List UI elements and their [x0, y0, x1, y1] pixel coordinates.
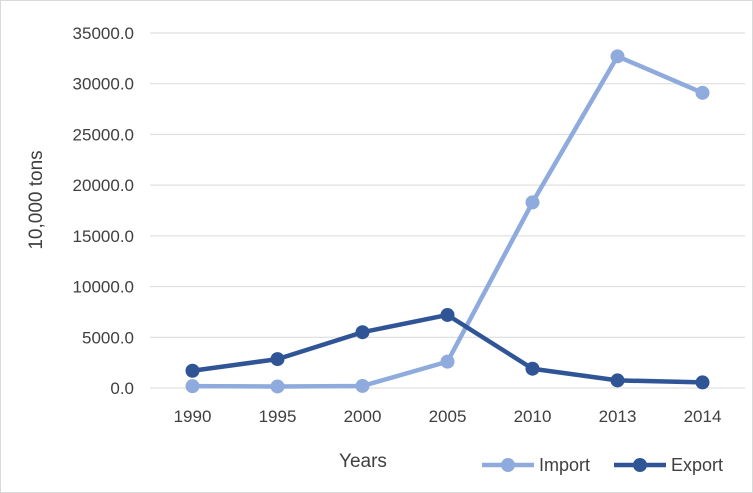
x-tick-label: 1990	[174, 407, 212, 426]
x-tick-label: 2010	[514, 407, 552, 426]
legend-label-export: Export	[671, 455, 723, 475]
series-export	[185, 307, 710, 390]
y-tick-label: 0.0	[110, 379, 134, 398]
y-tick-label: 35000.0	[73, 24, 134, 43]
x-tick-label: 2000	[344, 407, 382, 426]
y-tick-label: 10000.0	[73, 278, 134, 297]
x-tick-label: 2013	[599, 407, 637, 426]
legend-item-export: Export	[614, 455, 723, 475]
data-point-import	[525, 195, 540, 210]
legend-item-import: Import	[482, 455, 590, 475]
series-import	[185, 49, 710, 394]
legend-marker-import	[501, 458, 515, 472]
data-point-export	[355, 325, 370, 340]
data-point-import	[440, 354, 455, 369]
data-point-import	[610, 49, 625, 64]
data-point-export	[610, 373, 625, 388]
data-point-export	[270, 352, 285, 367]
legend-marker-export	[633, 458, 647, 472]
x-tick-label: 2014	[684, 407, 722, 426]
data-point-import	[270, 379, 285, 394]
y-tick-label: 15000.0	[73, 227, 134, 246]
x-tick-label: 2005	[429, 407, 467, 426]
x-tick-labels: 1990 1995 2000 2005 2010 2013 2014	[174, 407, 722, 426]
data-point-import	[355, 378, 370, 393]
data-point-import	[695, 85, 710, 100]
data-point-export	[440, 307, 455, 322]
y-tick-label: 20000.0	[73, 176, 134, 195]
legend: Import Export	[482, 455, 723, 475]
data-point-export	[185, 363, 200, 378]
y-tick-label: 30000.0	[73, 75, 134, 94]
y-tick-label: 25000.0	[73, 125, 134, 144]
y-tick-label: 5000.0	[82, 328, 134, 347]
data-point-export	[525, 361, 540, 376]
x-tick-label: 1995	[259, 407, 297, 426]
legend-label-import: Import	[539, 455, 590, 475]
data-point-import	[185, 379, 200, 394]
series-lines	[185, 49, 710, 394]
y-axis-title: 10,000 tons	[26, 150, 47, 249]
y-tick-labels: 0.0 5000.0 10000.0 15000.0 20000.0 25000.0 300…	[73, 24, 134, 398]
data-point-export	[695, 375, 710, 390]
x-axis-title: Years	[339, 451, 387, 472]
